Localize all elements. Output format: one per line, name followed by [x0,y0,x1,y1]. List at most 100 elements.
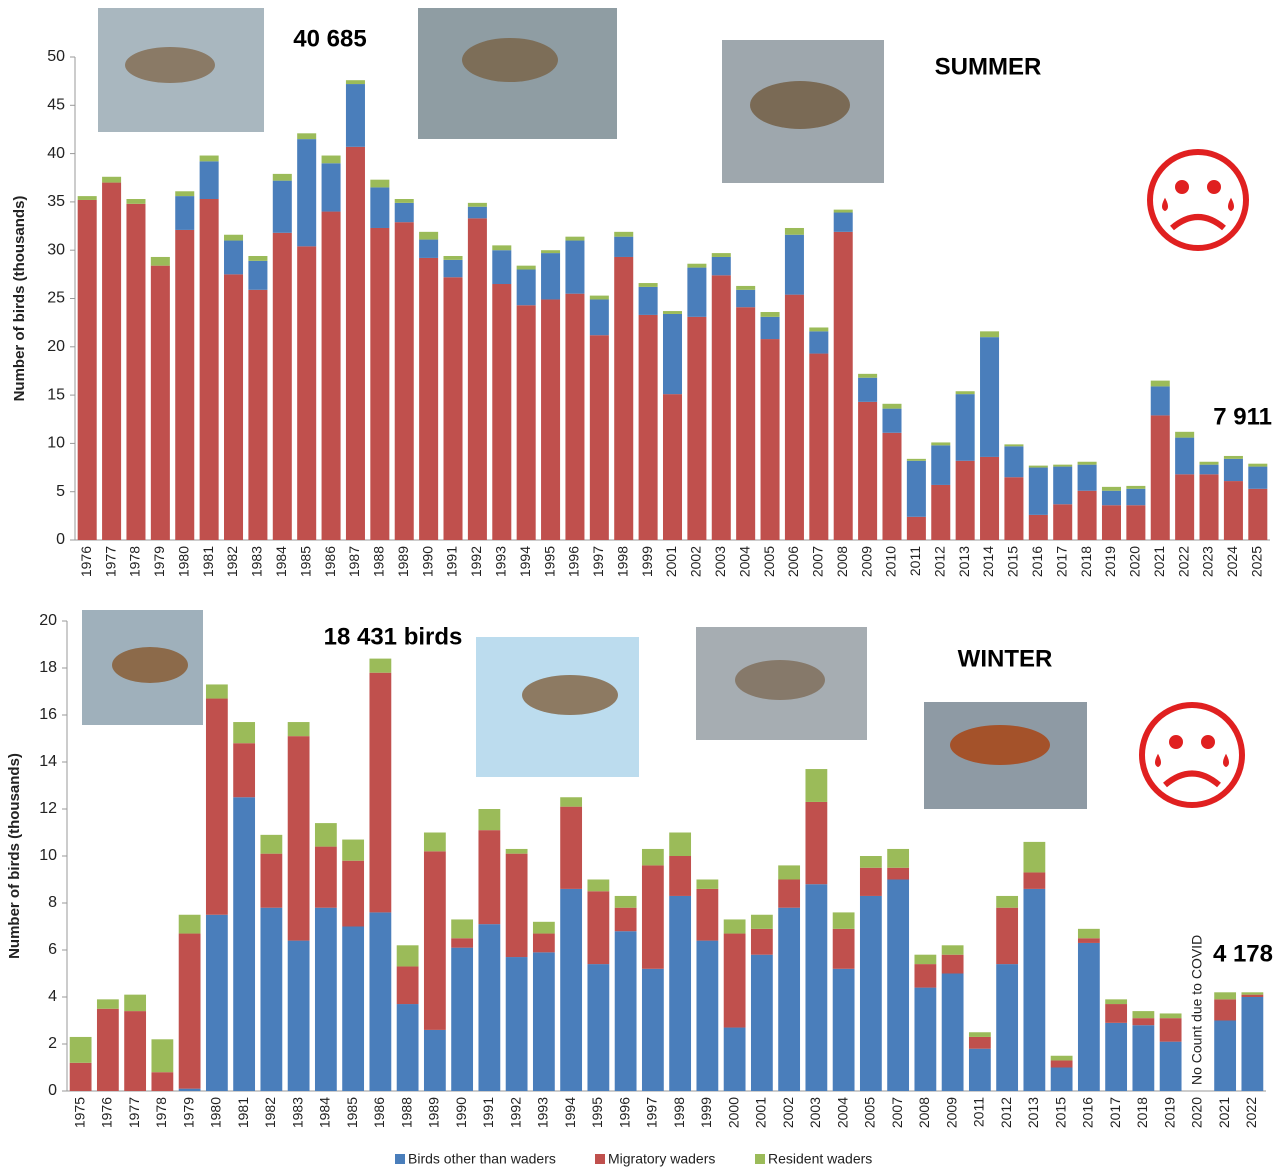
legend-swatch [595,1154,605,1164]
bar-segment [711,253,731,257]
x-tick-label: 1981 [200,546,216,577]
x-tick-label: 1992 [507,1097,523,1128]
annotation: 40 685 [293,25,366,52]
bar-segment [492,245,512,251]
x-tick-label: 1991 [444,546,460,577]
x-tick-label: 2001 [663,546,679,577]
frown [1170,214,1226,231]
bar-segment [272,180,292,233]
legend-swatch [395,1154,405,1164]
bar-segment [1150,386,1170,416]
bar-segment [641,848,664,866]
bar-segment [394,222,414,540]
sad-face [1139,702,1245,808]
bar-segment [478,809,501,831]
bar-segment [345,84,365,147]
bar-segment [1248,488,1268,540]
bar-segment [321,155,341,164]
legend-label: Resident waders [768,1151,872,1167]
bar-segment [150,265,170,540]
bar-segment [696,940,719,1091]
x-tick-label: 1994 [562,1097,578,1128]
bar-segment [760,339,780,540]
bar-segment [614,256,634,540]
bird [125,47,215,83]
bar-segment [1077,461,1097,465]
bar-segment [1028,465,1048,468]
x-tick-label: 2005 [862,1097,878,1128]
bar-segment [882,432,902,540]
bar-segment [638,314,658,540]
bar-segment [505,853,528,958]
x-tick-label: 1998 [614,546,630,577]
x-tick-label: 2010 [883,546,899,577]
bar-segment [443,255,463,260]
bar-segment [833,212,853,232]
bar-segment [96,1008,119,1091]
bar-segment [914,964,937,988]
bar-segment [467,206,487,219]
bar-segment [1105,999,1128,1005]
x-tick-label: 2012 [931,546,947,577]
bird [735,660,825,700]
bar-segment [641,865,664,969]
bar-segment [1053,504,1073,540]
bar-segment [955,391,975,395]
x-tick-label: 1984 [317,1097,333,1128]
eye [1207,180,1221,194]
bird [462,38,558,82]
bar-segment [1023,841,1046,873]
bar-segment [396,945,419,967]
bar-segment [996,907,1019,965]
bar-segment [451,919,474,939]
bar-segment [260,853,283,908]
bar-segment [587,964,610,1091]
bar-segment [1050,1067,1073,1091]
x-tick-label: 2018 [1078,546,1094,577]
x-tick-label: 2013 [1025,1097,1041,1128]
x-tick-label: 1980 [175,546,191,577]
bar-segment [638,283,658,287]
bar-segment [1105,1004,1128,1023]
x-tick-label: 1980 [208,1097,224,1128]
bar-segment [260,834,283,854]
bar-segment [968,1032,991,1037]
bar-segment [1077,464,1097,491]
x-tick-label: 1986 [371,1097,387,1128]
x-tick-label: 2015 [1052,1097,1068,1128]
bar-segment [1132,1018,1155,1026]
bar-segment [370,187,390,228]
bar-segment [151,1039,174,1073]
bar-segment [1077,942,1100,1091]
bird [950,725,1050,765]
bar-segment [423,832,446,852]
bar-segment [419,231,439,240]
bar-segment [69,1062,92,1091]
bar-segment [394,202,414,223]
bar-segment [1004,446,1024,478]
bar-segment [297,133,317,140]
bar-segment [968,1048,991,1091]
bar-segment [342,860,365,927]
bar-segment [1241,997,1264,1091]
bar-segment [505,957,528,1091]
bar-segment [882,403,902,409]
x-tick-label: 1982 [262,1097,278,1128]
bar-segment [784,294,804,540]
bar-segment [560,888,583,1091]
x-tick-label: 1982 [224,546,240,577]
x-tick-label: 1979 [151,546,167,577]
x-tick-label: 2009 [943,1097,959,1128]
bird [522,675,618,715]
x-tick-label: 2002 [780,1097,796,1128]
bar-segment [150,256,170,266]
bar-segment [419,257,439,540]
x-tick-label: 1991 [480,1097,496,1128]
x-tick-label: 1989 [395,546,411,577]
bar-segment [541,299,561,540]
bar-segment [859,856,882,868]
annotation: WINTER [958,645,1053,672]
bar-segment [541,253,561,300]
x-tick-label: 1990 [419,546,435,577]
bar-segment [443,277,463,540]
